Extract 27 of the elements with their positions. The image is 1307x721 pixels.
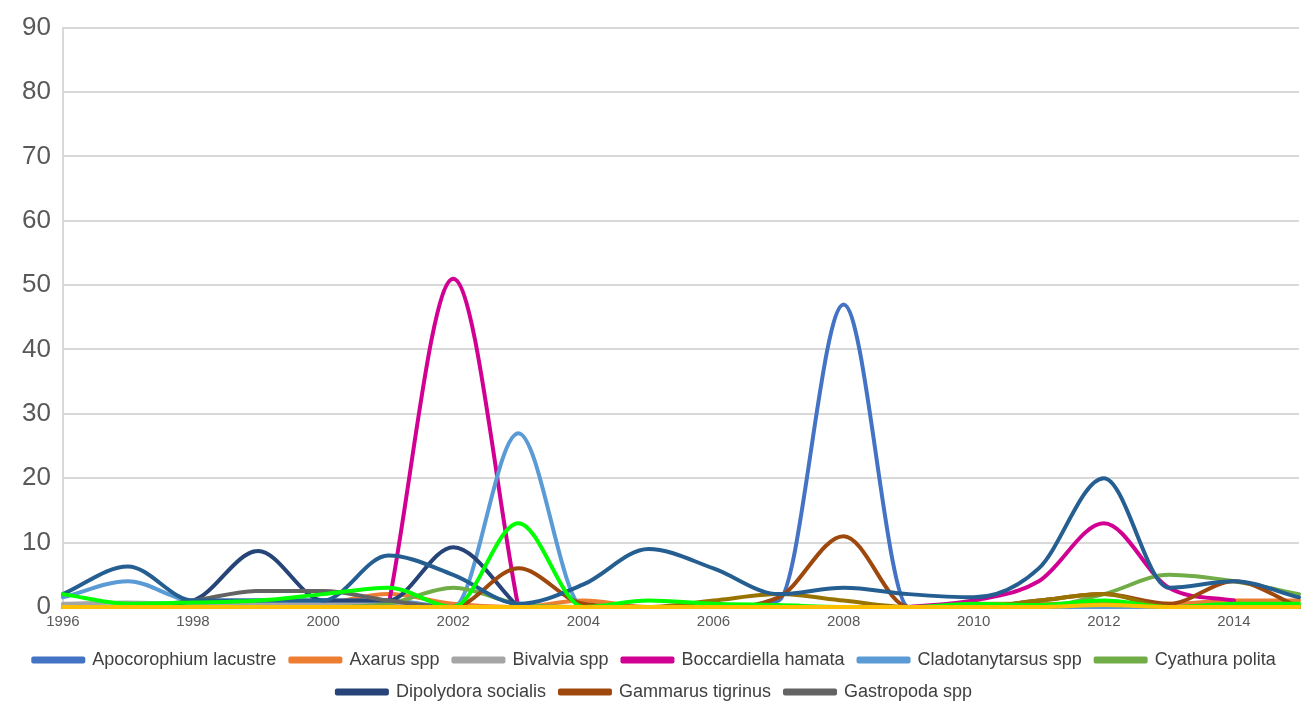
- y-tick-label: 10: [22, 525, 51, 556]
- y-tick-label: 80: [22, 75, 51, 106]
- legend-label: Cyathura polita: [1154, 648, 1277, 669]
- legend-label: Cladotanytarsus spp: [917, 648, 1082, 669]
- legend-label: Apocorophium lacustre: [92, 648, 277, 669]
- x-tick-label: 2006: [696, 612, 731, 630]
- x-tick-label: 2004: [566, 612, 601, 630]
- y-tick-label: 50: [22, 268, 51, 299]
- y-tick-label: 70: [22, 139, 51, 170]
- y-tick-label: 20: [22, 461, 51, 492]
- legend-label: Boccardiella hamata: [681, 648, 846, 669]
- x-tick-label: 2000: [306, 612, 340, 630]
- legend-label: Gastropoda spp: [844, 680, 973, 701]
- x-tick-label: 1998: [176, 612, 210, 630]
- x-tick-label: 2008: [826, 612, 861, 630]
- y-tick-label: 40: [22, 332, 51, 363]
- x-tick-label: 2002: [436, 612, 470, 630]
- x-tick-label: 2012: [1087, 612, 1121, 630]
- legend-label: Gammarus tigrinus: [618, 680, 772, 701]
- y-tick-label: 90: [22, 10, 51, 41]
- legend-label: Dipolydora socialis: [395, 680, 546, 701]
- legend-label: Axarus spp: [349, 648, 440, 669]
- legend-label: Bivalvia spp: [512, 648, 609, 669]
- x-tick-label: 2010: [957, 612, 991, 630]
- y-tick-label: 60: [22, 203, 51, 234]
- x-tick-label: 2014: [1217, 612, 1251, 630]
- y-tick-label: 30: [22, 397, 51, 428]
